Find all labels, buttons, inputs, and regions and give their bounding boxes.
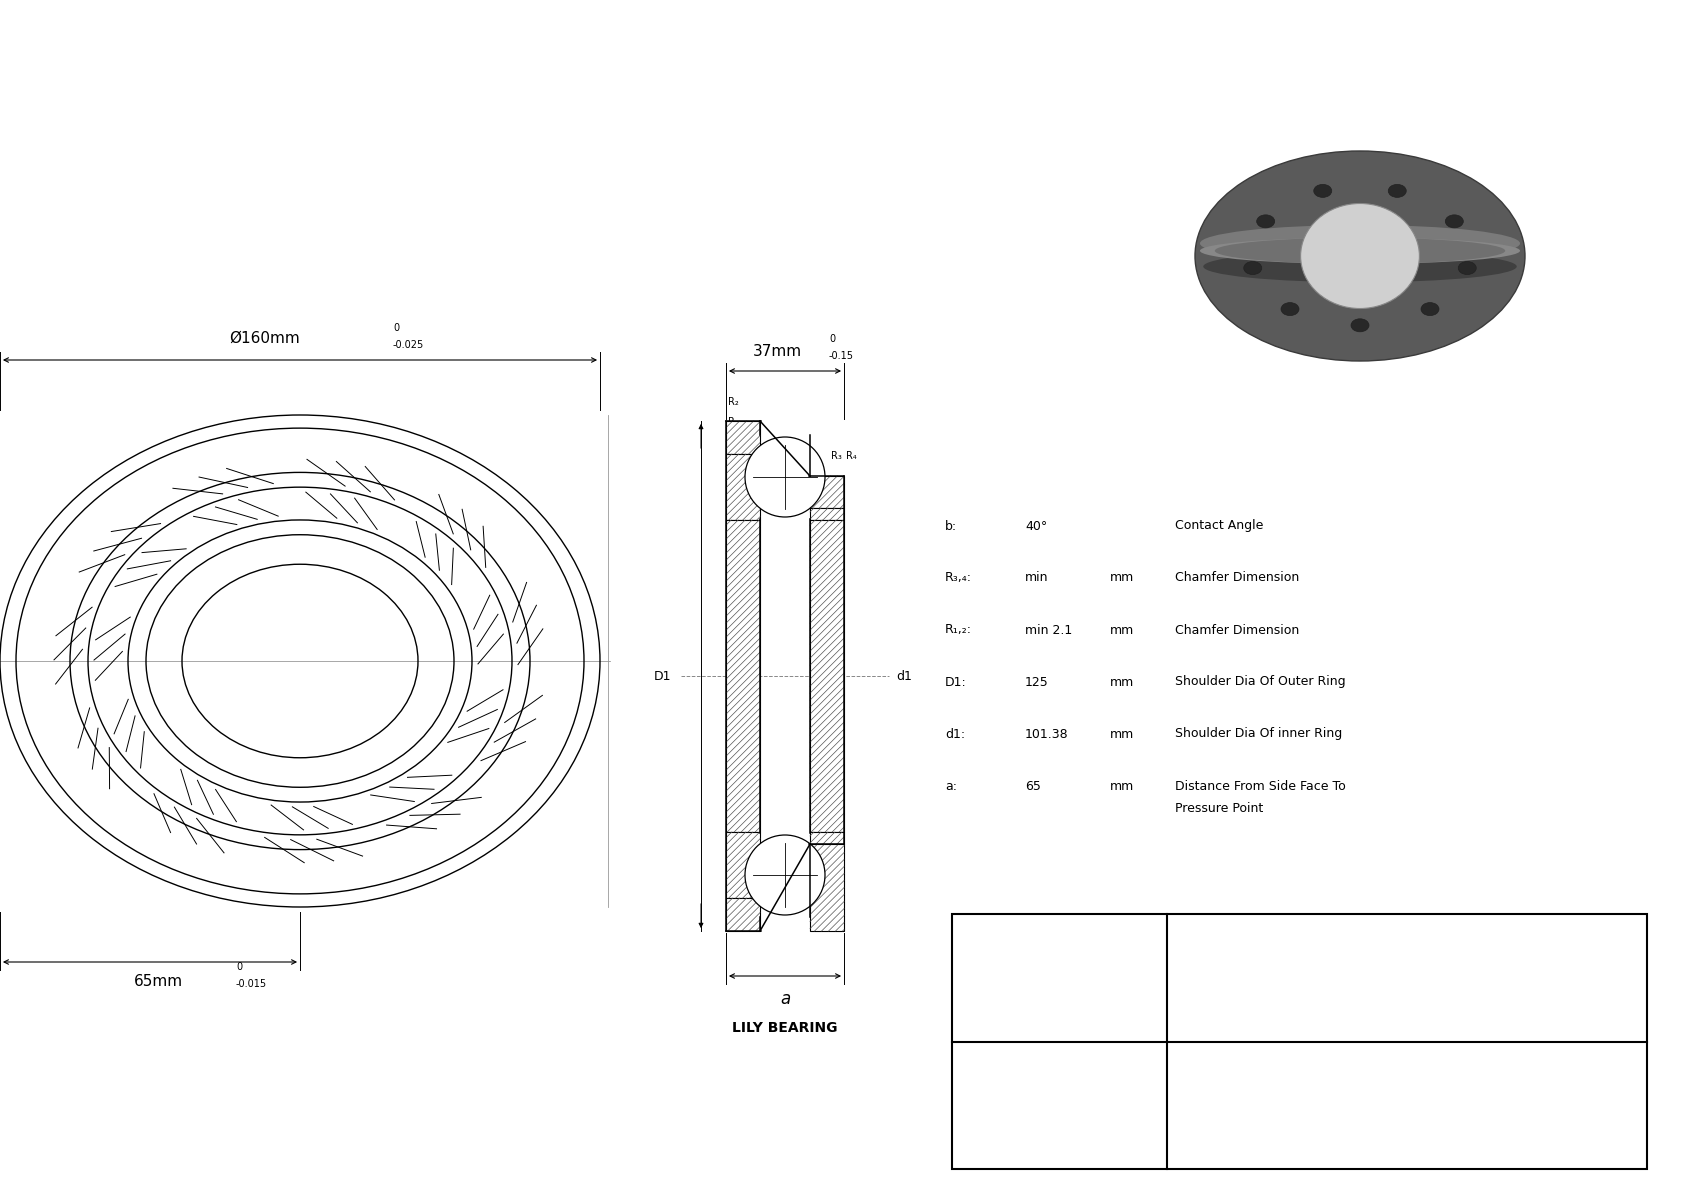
Text: SHANGHAI LILY BEARING LIMITED: SHANGHAI LILY BEARING LIMITED [1251, 950, 1563, 968]
Text: R₂: R₂ [832, 628, 842, 638]
Bar [810, 833, 844, 844]
Text: R₁: R₁ [727, 417, 739, 428]
Bar [810, 509, 844, 520]
Text: min 2.1: min 2.1 [1026, 624, 1073, 636]
Text: d1: d1 [896, 669, 911, 682]
Ellipse shape [1282, 303, 1298, 316]
Text: R₁: R₁ [832, 601, 842, 611]
Text: Part
Number: Part Number [1029, 1087, 1090, 1123]
Text: 0: 0 [392, 323, 399, 333]
Text: R₃: R₃ [832, 451, 842, 461]
Text: 65mm: 65mm [133, 974, 182, 989]
Ellipse shape [1388, 185, 1406, 198]
Text: R₃,₄:: R₃,₄: [945, 572, 972, 585]
Text: b:: b: [945, 519, 957, 532]
Ellipse shape [1204, 251, 1517, 282]
Ellipse shape [1201, 238, 1521, 264]
Text: d1:: d1: [945, 728, 965, 741]
Bar [726, 898, 759, 931]
Text: LILY: LILY [1005, 956, 1098, 999]
Text: Contact Angle: Contact Angle [1175, 519, 1263, 532]
Ellipse shape [1201, 225, 1521, 262]
Text: 0: 0 [829, 333, 835, 344]
Ellipse shape [1314, 185, 1332, 198]
Bar [726, 420, 759, 454]
Text: LILY BEARING: LILY BEARING [733, 1021, 837, 1035]
Text: Pressure Point: Pressure Point [1175, 802, 1263, 815]
Text: Ceramic Angular Contact Ball Bearings: Ceramic Angular Contact Ball Bearings [1271, 1120, 1543, 1134]
Text: mm: mm [1110, 779, 1135, 792]
Text: CE7413SI: CE7413SI [1359, 1078, 1455, 1096]
Bar [810, 476, 844, 509]
Ellipse shape [1196, 151, 1526, 361]
Text: R₁,₂:: R₁,₂: [945, 624, 972, 636]
Text: D1:: D1: [945, 675, 967, 688]
Text: mm: mm [1110, 728, 1135, 741]
Ellipse shape [1458, 262, 1477, 275]
Text: 125: 125 [1026, 675, 1049, 688]
Text: ®: ® [1120, 940, 1133, 953]
Text: 101.38: 101.38 [1026, 728, 1069, 741]
Text: Chamfer Dimension: Chamfer Dimension [1175, 624, 1300, 636]
Text: mm: mm [1110, 675, 1135, 688]
Ellipse shape [1351, 319, 1369, 332]
Circle shape [744, 835, 825, 915]
Bar [810, 844, 844, 931]
Bar [810, 520, 844, 833]
Circle shape [744, 437, 825, 517]
Text: R₁: R₁ [727, 601, 739, 611]
Text: -0.015: -0.015 [236, 979, 268, 989]
Bar [726, 833, 759, 898]
Ellipse shape [1300, 204, 1420, 308]
Bar [951, 913, 1647, 1170]
Text: Email: lilybearing@lily-bearing.com: Email: lilybearing@lily-bearing.com [1297, 992, 1517, 1005]
Text: b: b [803, 484, 810, 493]
Text: -0.025: -0.025 [392, 339, 424, 350]
Ellipse shape [1445, 214, 1463, 227]
Bar [726, 520, 759, 833]
Text: D1: D1 [653, 669, 670, 682]
Text: R₄: R₄ [845, 451, 857, 461]
Text: 0: 0 [236, 962, 242, 972]
Text: -0.15: -0.15 [829, 351, 854, 361]
Text: mm: mm [1110, 624, 1135, 636]
Ellipse shape [1256, 214, 1275, 227]
Text: Chamfer Dimension: Chamfer Dimension [1175, 572, 1300, 585]
Text: Shoulder Dia Of inner Ring: Shoulder Dia Of inner Ring [1175, 728, 1342, 741]
Text: Shoulder Dia Of Outer Ring: Shoulder Dia Of Outer Ring [1175, 675, 1346, 688]
Ellipse shape [1421, 303, 1440, 316]
Text: Distance From Side Face To: Distance From Side Face To [1175, 779, 1346, 792]
Text: 40°: 40° [1026, 519, 1047, 532]
Text: 37mm: 37mm [753, 344, 802, 358]
Text: mm: mm [1110, 572, 1135, 585]
Text: min: min [1026, 572, 1049, 585]
Text: Ø160mm: Ø160mm [229, 331, 300, 347]
Bar [726, 454, 759, 520]
Ellipse shape [1214, 238, 1505, 264]
Ellipse shape [1244, 262, 1261, 275]
Text: 65: 65 [1026, 779, 1041, 792]
Text: a: a [780, 990, 790, 1008]
Text: a:: a: [945, 779, 957, 792]
Text: R₂: R₂ [727, 397, 739, 407]
Text: R₂: R₂ [727, 628, 739, 638]
